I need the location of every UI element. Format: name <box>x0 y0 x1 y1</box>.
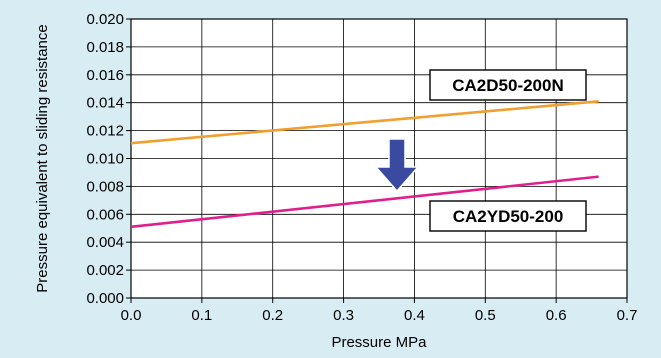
x-axis-label: Pressure MPa <box>331 334 427 351</box>
x-tick-label: 0.3 <box>333 307 354 324</box>
annotations <box>374 138 420 193</box>
y-tick-label: 0.020 <box>86 11 124 28</box>
y-tick-label: 0.016 <box>86 67 124 84</box>
series-label-2: CA2YD50-200 <box>453 207 564 226</box>
y-tick-label: 0.014 <box>86 95 124 112</box>
x-axis-ticks: 0.0 0.1 0.2 0.3 0.4 0.5 0.6 0.7 <box>121 298 638 324</box>
series-label-1: CA2D50-200N <box>452 76 564 95</box>
series-labels: CA2D50-200N CA2YD50-200 <box>429 69 587 232</box>
y-axis-ticks: 0.000 0.002 0.004 0.006 0.008 0.010 0.012 0.014… <box>86 11 131 307</box>
x-tick-label: 0.2 <box>262 307 283 324</box>
series-label-box-1 <box>429 69 587 101</box>
y-tick-label: 0.008 <box>86 178 124 195</box>
series-lines <box>130 100 599 229</box>
x-tick-label: 0.5 <box>475 307 496 324</box>
series-label-box-2 <box>429 200 587 232</box>
y-tick-label: 0.012 <box>86 123 124 140</box>
series-line-1 <box>130 100 599 145</box>
y-tick-label: 0.002 <box>86 262 124 279</box>
y-tick-label: 0.004 <box>86 234 124 251</box>
y-tick-label: 0.018 <box>86 39 124 56</box>
x-tick-label: 0.1 <box>191 307 212 324</box>
x-tick-label: 0.6 <box>546 307 567 324</box>
reduction-arrow-icon <box>374 138 420 193</box>
series-line-2 <box>130 175 599 229</box>
y-axis-label: Pressure equivalent to sliding resistanc… <box>34 24 51 292</box>
x-tick-label: 0.4 <box>404 307 425 324</box>
x-tick-label: 0.0 <box>121 307 142 324</box>
y-tick-label: 0.000 <box>86 290 124 307</box>
x-tick-label: 0.7 <box>617 307 638 324</box>
y-tick-label: 0.010 <box>86 151 124 168</box>
y-tick-label: 0.006 <box>86 206 124 223</box>
